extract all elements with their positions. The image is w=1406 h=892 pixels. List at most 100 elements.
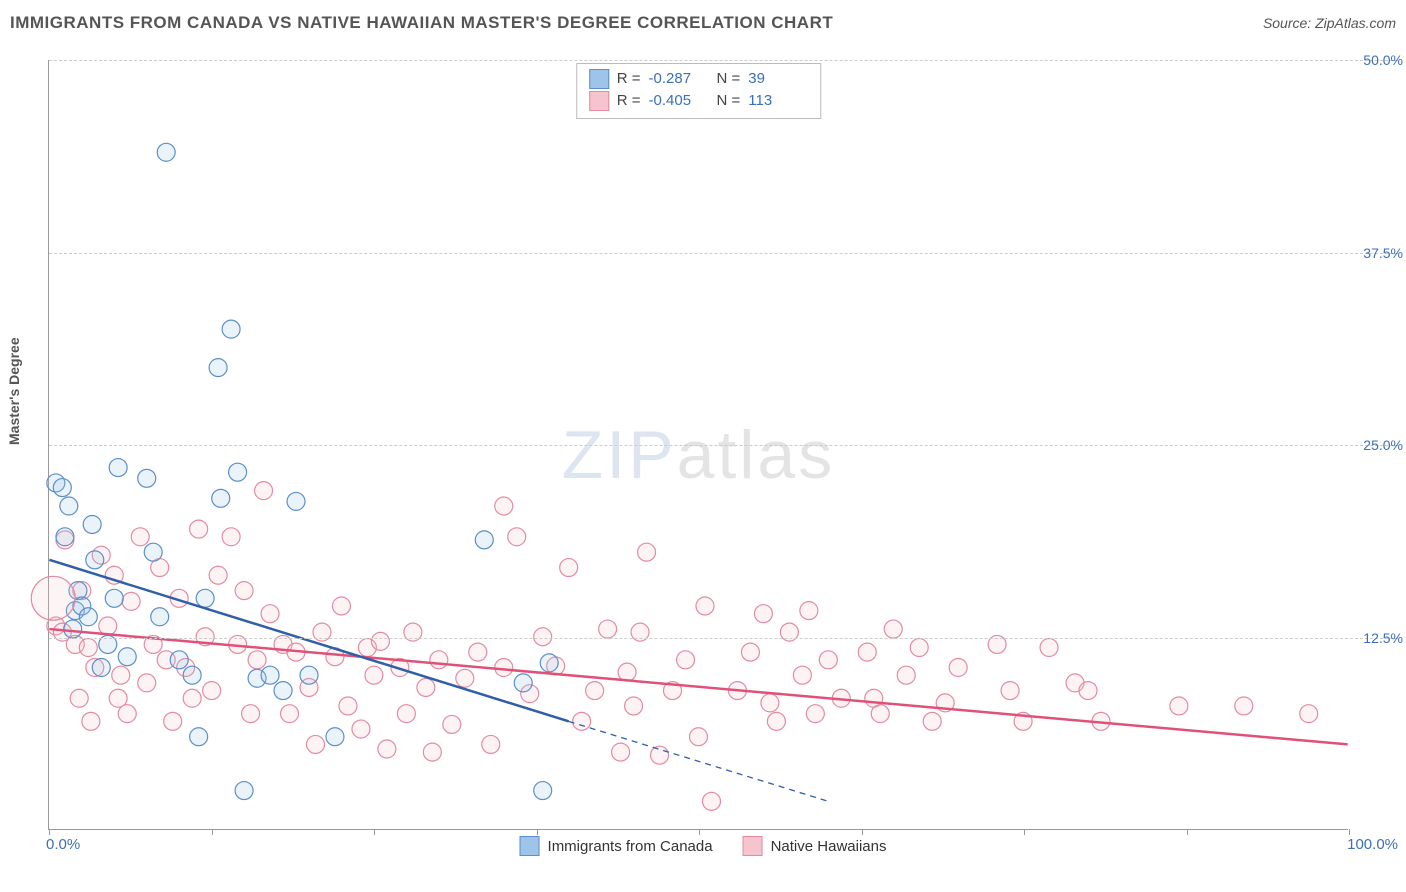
- data-point-hawaiian: [806, 705, 824, 723]
- data-point-hawaiian: [1170, 697, 1188, 715]
- data-point-canada: [56, 528, 74, 546]
- gridline: [49, 253, 1398, 254]
- data-point-canada: [196, 589, 214, 607]
- data-point-hawaiian: [261, 605, 279, 623]
- x-tick: [1349, 829, 1350, 835]
- data-point-hawaiian: [1040, 639, 1058, 657]
- data-point-canada: [157, 143, 175, 161]
- data-point-canada: [64, 620, 82, 638]
- data-point-hawaiian: [560, 559, 578, 577]
- data-point-hawaiian: [858, 643, 876, 661]
- x-tick: [537, 829, 538, 835]
- legend-swatch-canada: [589, 69, 609, 89]
- data-point-hawaiian: [508, 528, 526, 546]
- gridline: [49, 60, 1398, 61]
- data-point-canada: [170, 651, 188, 669]
- data-point-canada: [151, 608, 169, 626]
- data-point-hawaiian: [638, 543, 656, 561]
- y-axis-title: Master's Degree: [6, 337, 22, 445]
- data-point-hawaiian: [183, 689, 201, 707]
- legend-label-canada: Immigrants from Canada: [548, 838, 713, 855]
- data-point-hawaiian: [79, 639, 97, 657]
- data-point-canada: [118, 648, 136, 666]
- data-point-hawaiian: [469, 643, 487, 661]
- data-point-hawaiian: [122, 592, 140, 610]
- data-point-hawaiian: [131, 528, 149, 546]
- data-point-hawaiian: [761, 694, 779, 712]
- legend-item-hawaiian: Native Hawaiians: [743, 836, 887, 856]
- x-tick: [862, 829, 863, 835]
- data-point-hawaiian: [1001, 682, 1019, 700]
- data-point-hawaiian: [819, 651, 837, 669]
- data-point-hawaiian: [378, 740, 396, 758]
- chart-plot-area: ZIPatlas R = -0.287 N = 39 R = -0.405 N …: [48, 60, 1348, 830]
- r-label: R =: [617, 90, 641, 112]
- data-point-hawaiian: [255, 482, 273, 500]
- n-label: N =: [717, 68, 741, 90]
- data-point-canada: [514, 674, 532, 692]
- data-point-hawaiian: [495, 497, 513, 515]
- data-point-hawaiian: [923, 712, 941, 730]
- y-tick-label: 12.5%: [1363, 630, 1403, 646]
- r-value-canada: -0.287: [649, 68, 709, 90]
- gridline: [49, 445, 1398, 446]
- data-point-canada: [86, 551, 104, 569]
- x-tick: [212, 829, 213, 835]
- legend-swatch-hawaiian: [589, 91, 609, 111]
- data-point-hawaiian: [741, 643, 759, 661]
- data-point-hawaiian: [190, 520, 208, 538]
- x-tick: [374, 829, 375, 835]
- data-point-hawaiian: [248, 651, 266, 669]
- data-point-hawaiian: [138, 674, 156, 692]
- data-point-canada: [475, 531, 493, 549]
- data-point-hawaiian: [371, 632, 389, 650]
- data-point-hawaiian: [352, 720, 370, 738]
- data-point-hawaiian: [625, 697, 643, 715]
- x-tick: [699, 829, 700, 835]
- correlation-legend-box: R = -0.287 N = 39 R = -0.405 N = 113: [576, 63, 822, 119]
- data-point-hawaiian: [222, 528, 240, 546]
- data-point-hawaiian: [307, 735, 325, 753]
- data-point-canada: [235, 782, 253, 800]
- source-attribution: Source: ZipAtlas.com: [1263, 15, 1396, 31]
- data-point-hawaiian: [871, 705, 889, 723]
- data-point-hawaiian: [443, 715, 461, 733]
- trend-line-hawaiian: [49, 629, 1347, 744]
- data-point-hawaiian: [70, 689, 88, 707]
- data-point-large: [31, 576, 75, 620]
- data-point-hawaiian: [612, 743, 630, 761]
- data-point-hawaiian: [897, 666, 915, 684]
- legend-swatch-canada-icon: [520, 836, 540, 856]
- data-point-hawaiian: [586, 682, 604, 700]
- data-point-hawaiian: [118, 705, 136, 723]
- data-point-hawaiian: [482, 735, 500, 753]
- data-point-hawaiian: [430, 651, 448, 669]
- data-point-hawaiian: [1235, 697, 1253, 715]
- data-point-canada: [138, 469, 156, 487]
- data-point-hawaiian: [339, 697, 357, 715]
- data-point-canada: [144, 543, 162, 561]
- r-value-hawaiian: -0.405: [649, 90, 709, 112]
- data-point-hawaiian: [573, 712, 591, 730]
- data-point-canada: [300, 666, 318, 684]
- x-tick: [1187, 829, 1188, 835]
- data-point-canada: [92, 659, 110, 677]
- data-point-hawaiian: [910, 639, 928, 657]
- data-point-hawaiian: [1300, 705, 1318, 723]
- gridline: [49, 638, 1398, 639]
- data-point-hawaiian: [235, 582, 253, 600]
- data-point-hawaiian: [1079, 682, 1097, 700]
- data-point-hawaiian: [112, 666, 130, 684]
- data-point-canada: [534, 782, 552, 800]
- data-point-hawaiian: [767, 712, 785, 730]
- data-point-hawaiian: [495, 659, 513, 677]
- data-point-hawaiian: [690, 728, 708, 746]
- data-point-canada: [183, 666, 201, 684]
- legend-row-hawaiian: R = -0.405 N = 113: [589, 90, 809, 112]
- data-point-hawaiian: [754, 605, 772, 623]
- data-point-hawaiian: [456, 669, 474, 687]
- legend-swatch-hawaiian-icon: [743, 836, 763, 856]
- series-legend: Immigrants from Canada Native Hawaiians: [520, 836, 887, 856]
- y-tick-label: 50.0%: [1363, 52, 1403, 68]
- data-point-canada: [326, 728, 344, 746]
